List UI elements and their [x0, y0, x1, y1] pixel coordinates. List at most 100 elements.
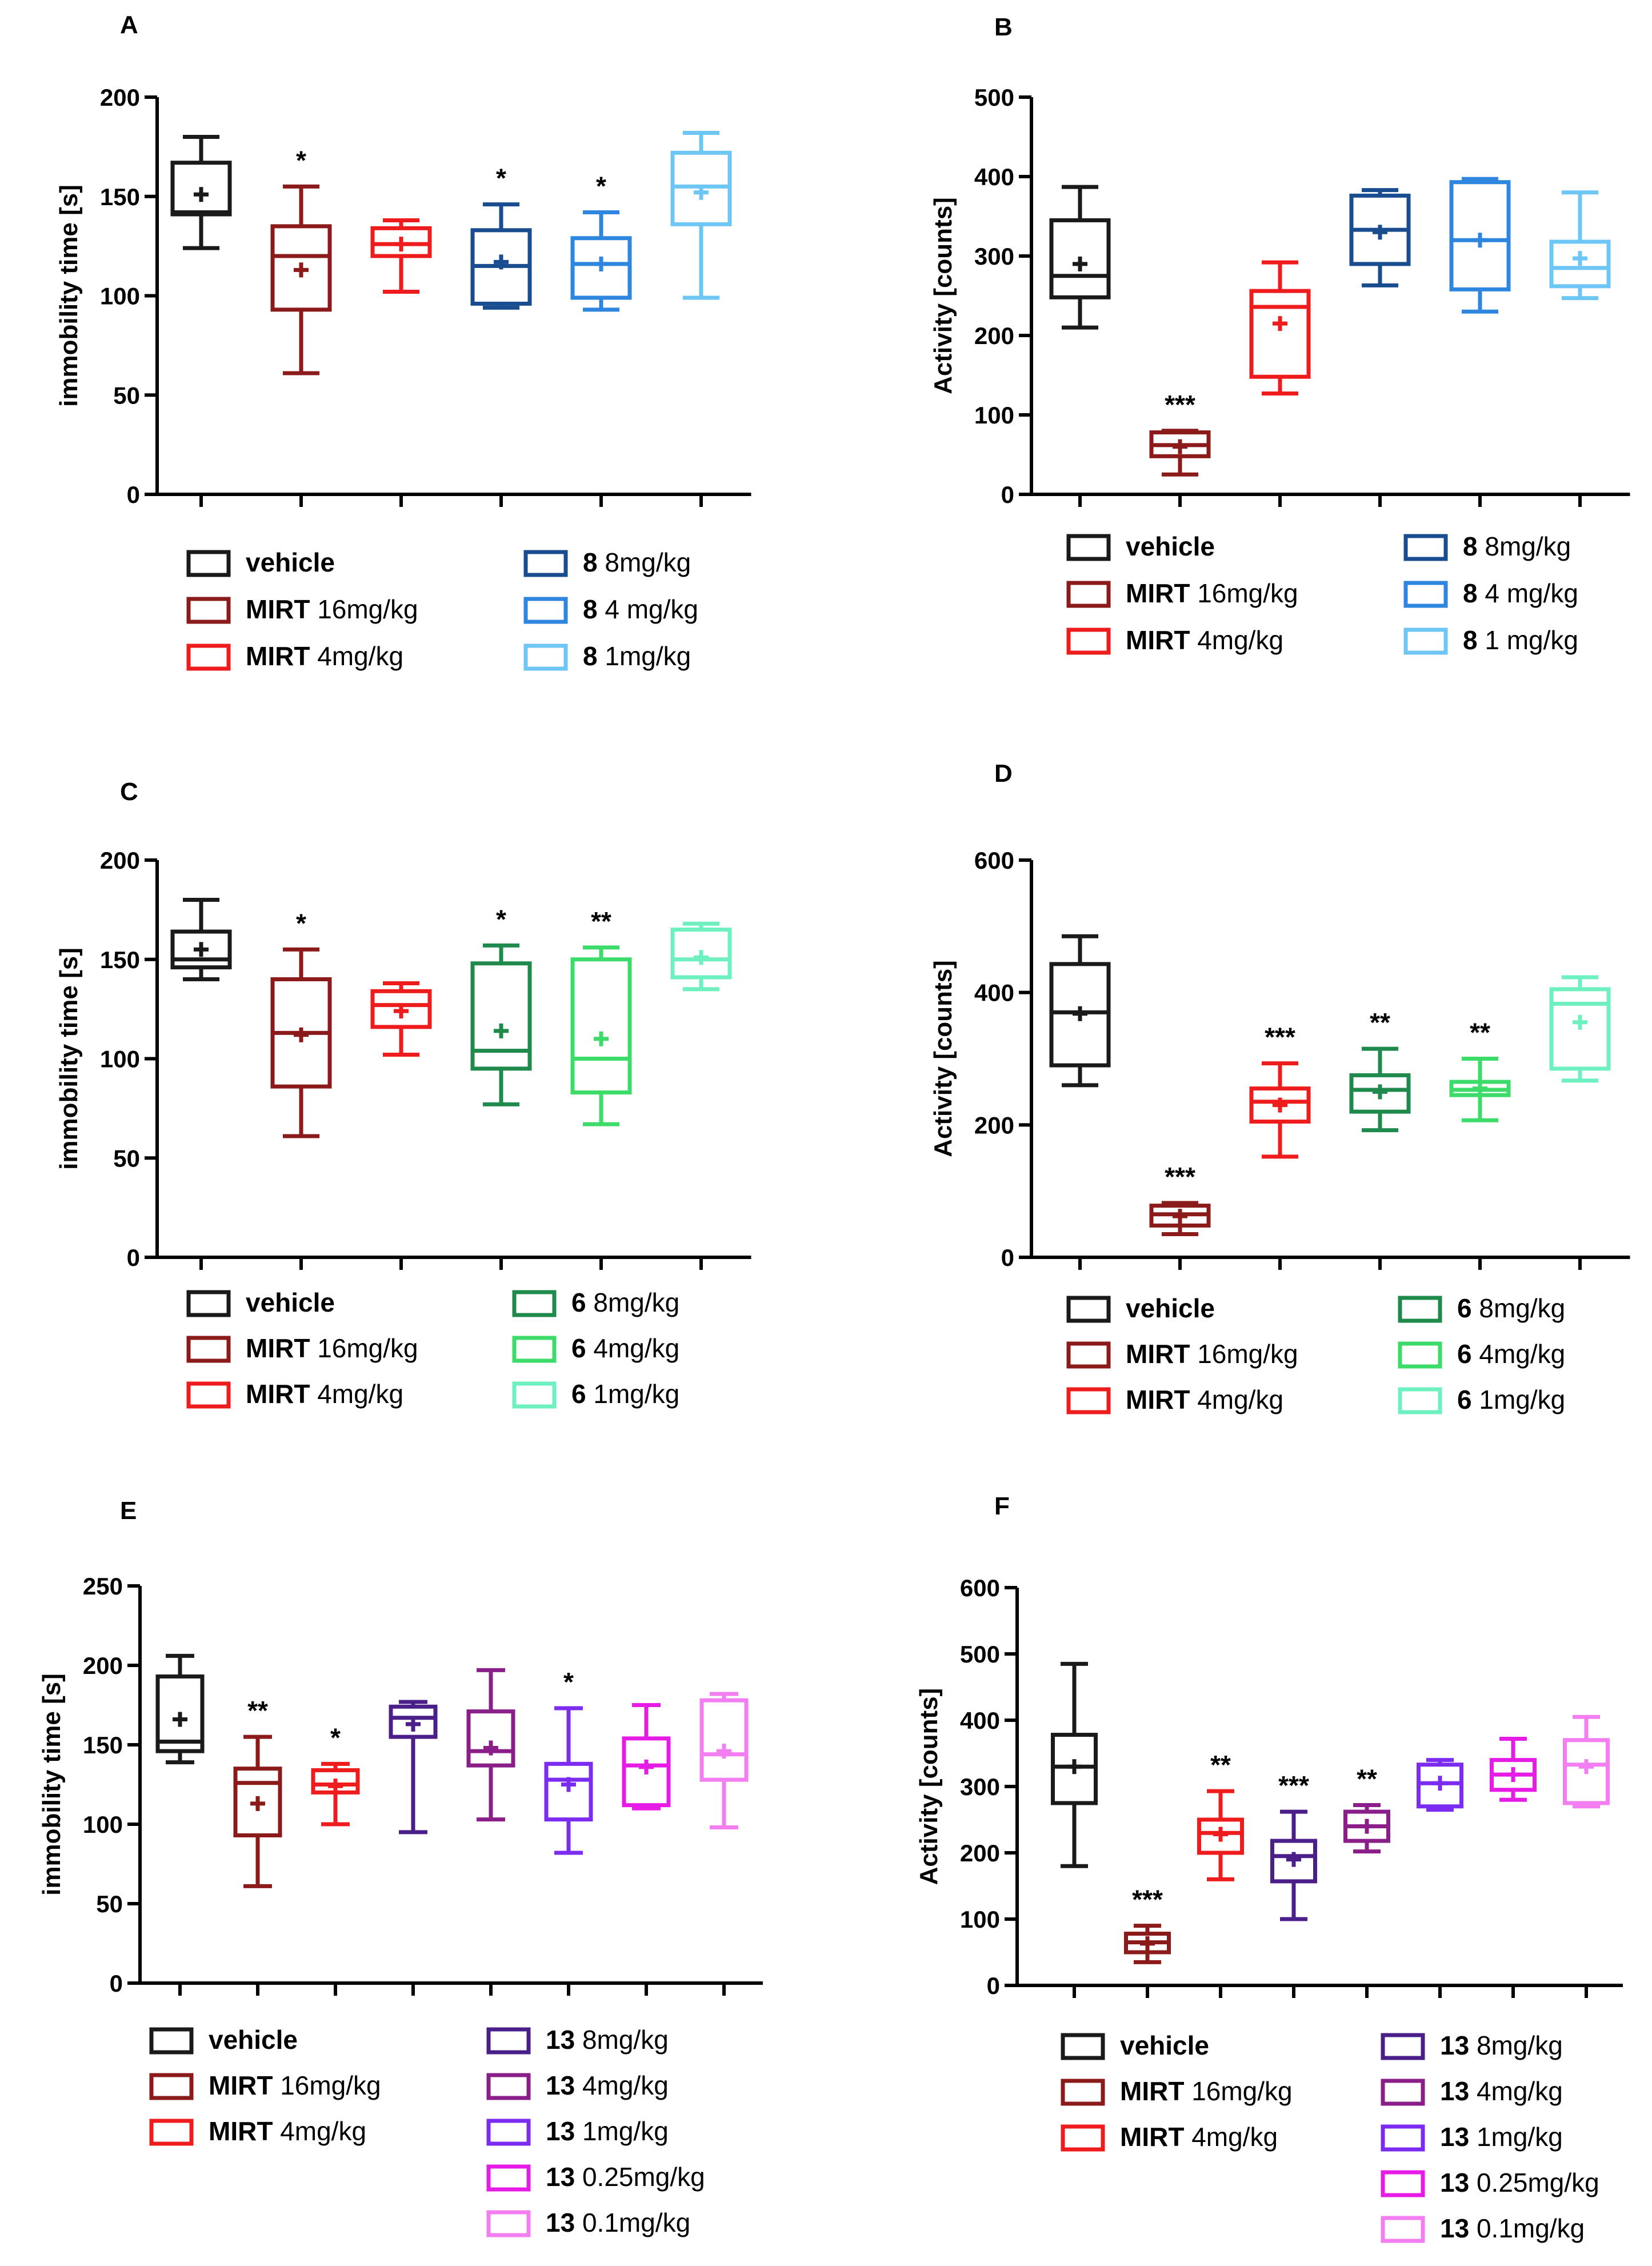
legend-swatch	[1381, 2216, 1425, 2243]
box-plot-5: **	[570, 906, 632, 1270]
legend-item-6: 13 1mg/kg	[486, 2116, 669, 2146]
legend-item-3: MIRT 4mg/kg	[1066, 625, 1283, 655]
legend-label: 6 8mg/kg	[571, 1288, 679, 1317]
y-tick-label: 200	[974, 322, 1014, 349]
legend-label: 8 4 mg/kg	[1463, 578, 1578, 608]
legend-swatch	[1398, 1296, 1442, 1323]
legend-label: 13 8mg/kg	[546, 2025, 669, 2055]
legend-item-1: vehicle	[186, 1288, 335, 1317]
legend-label-bold: MIRT	[1126, 1339, 1190, 1369]
box-plot-1	[1049, 934, 1111, 1270]
legend-item-3: MIRT 4mg/kg	[1061, 2122, 1278, 2152]
legend-label-bold: MIRT	[1120, 2076, 1184, 2106]
legend-label-dose: 1mg/kg	[1469, 2122, 1563, 2152]
y-tick-label: 200	[960, 1840, 1000, 1867]
legend-label-dose: 16mg/kg	[1184, 2076, 1292, 2106]
legend-label-bold: 6	[571, 1288, 586, 1317]
box-plot-6: *	[544, 1667, 593, 1996]
legend-label: 13 4mg/kg	[1440, 2076, 1563, 2106]
legend-label-bold: MIRT	[246, 641, 310, 671]
legend-label-dose: 1mg/kg	[586, 1379, 680, 1409]
significance-label: *	[596, 171, 606, 201]
box-plot-2: ***	[1124, 1885, 1171, 1998]
y-axis-label: Activity [counts]	[929, 960, 957, 1157]
legend-label-dose: 4mg/kg	[1184, 2122, 1278, 2152]
legend-swatch	[1061, 2124, 1105, 2152]
legend-label-bold: MIRT	[209, 2071, 273, 2100]
y-tick-label: 400	[960, 1707, 1000, 1734]
legend-item-8: 13 0.1mg/kg	[1381, 2213, 1585, 2243]
legend-label-bold: 8	[583, 641, 598, 671]
legend-item-1: vehicle	[1066, 1293, 1215, 1323]
legend-label-dose: 1mg/kg	[1472, 1385, 1566, 1414]
legend-swatch	[1403, 628, 1448, 655]
legend-label: 6 8mg/kg	[1457, 1293, 1565, 1323]
legend-label-dose: 8mg/kg	[586, 1288, 680, 1317]
legend-label: 13 4mg/kg	[546, 2071, 669, 2100]
box-plot-3	[370, 981, 432, 1270]
legend-swatch	[1381, 2124, 1425, 2152]
iqr-box	[170, 929, 232, 970]
legend-label-bold: 6	[571, 1379, 586, 1409]
legend-item-4: 13 8mg/kg	[1381, 2031, 1563, 2060]
legend-item-5: 6 4mg/kg	[512, 1333, 680, 1363]
iqr-box	[1249, 289, 1311, 379]
y-tick-label: 500	[960, 1641, 1000, 1668]
panel-letter: E	[120, 1497, 137, 1525]
legend-label: 8 8mg/kg	[1463, 531, 1571, 561]
y-tick-label: 0	[127, 481, 140, 508]
legend-item-4: 8 8mg/kg	[523, 547, 691, 577]
box-plot-3: **	[1197, 1750, 1244, 1998]
legend-label: MIRT 16mg/kg	[1126, 578, 1298, 608]
box-plot-1	[1049, 185, 1111, 507]
legend-label-bold: 8	[1463, 531, 1478, 561]
y-tick-label: 600	[960, 1574, 1000, 1601]
legend-label-bold: MIRT	[246, 594, 310, 624]
legend-label-dose: 1mg/kg	[598, 641, 691, 671]
iqr-box	[670, 928, 732, 980]
legend-swatch	[1398, 1341, 1442, 1369]
iqr-box	[470, 961, 532, 1071]
legend-label-bold: 6	[1457, 1339, 1472, 1369]
significance-label: *	[496, 904, 506, 934]
legend-label-bold: MIRT	[1126, 625, 1190, 655]
legend-swatch	[1066, 1341, 1111, 1369]
legend-item-6: 8 1mg/kg	[523, 641, 691, 671]
legend-swatch	[1066, 628, 1111, 655]
significance-label: **	[591, 906, 611, 936]
box-plot-4: ***	[1270, 1771, 1317, 1998]
iqr-box	[466, 1709, 515, 1768]
legend-item-5: 8 4 mg/kg	[523, 594, 698, 624]
legend-label: MIRT 4mg/kg	[1126, 1385, 1283, 1414]
legend-label-bold: vehicle	[1126, 1293, 1215, 1323]
iqr-box	[622, 1736, 671, 1808]
legend-label-bold: MIRT	[1126, 578, 1190, 608]
iqr-box	[1563, 1738, 1610, 1805]
box-plot-3: *	[311, 1723, 360, 1996]
legend-label: 13 1mg/kg	[546, 2116, 669, 2146]
legend-label-dose: 4mg/kg	[586, 1333, 680, 1363]
iqr-box	[155, 1674, 205, 1753]
significance-label: **	[1370, 1008, 1390, 1037]
y-tick-label: 100	[100, 283, 140, 310]
box-plot-1	[155, 1653, 205, 1996]
iqr-box	[1197, 1817, 1244, 1855]
legend-item-6: 13 1mg/kg	[1381, 2122, 1563, 2152]
legend-item-3: MIRT 4mg/kg	[186, 1379, 403, 1409]
iqr-box	[1549, 239, 1611, 289]
legend-swatch	[149, 2073, 194, 2100]
legend-label: 8 8mg/kg	[583, 547, 691, 577]
legend-label: 13 1mg/kg	[1440, 2122, 1563, 2152]
legend-label: 8 1mg/kg	[583, 641, 691, 671]
legend-swatch	[1066, 581, 1111, 608]
legend-swatch	[486, 2027, 531, 2055]
legend-swatch	[186, 1336, 231, 1363]
iqr-box	[389, 1704, 438, 1739]
y-axis-label: immobility time [s]	[55, 185, 83, 407]
legend-item-4: 6 8mg/kg	[512, 1288, 679, 1317]
legend-label-dose: 0.1mg/kg	[575, 2208, 690, 2237]
legend-swatch	[1066, 534, 1111, 561]
legend-swatch	[186, 1290, 231, 1317]
